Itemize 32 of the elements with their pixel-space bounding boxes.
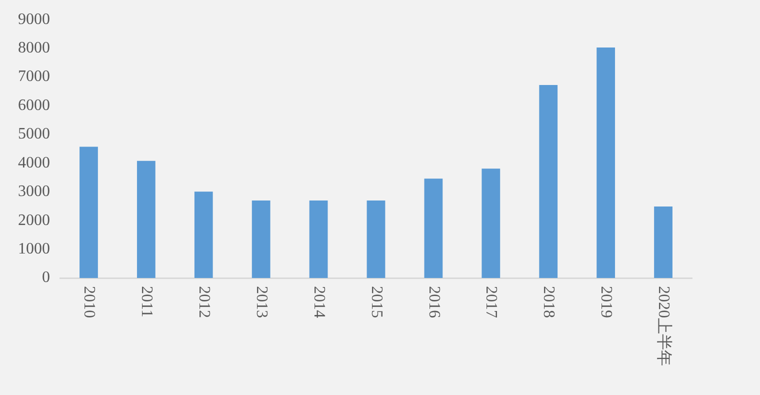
x-tick-label: 2013 bbox=[252, 286, 270, 318]
x-tick-label: 2020上半年 bbox=[655, 286, 674, 366]
x-tick-label: 2012 bbox=[195, 286, 212, 318]
x-tick-label: 2014 bbox=[310, 286, 328, 318]
x-tick-label: 2017 bbox=[482, 286, 500, 318]
bar bbox=[80, 146, 98, 278]
x-tick-label: 2015 bbox=[368, 286, 385, 318]
y-tick-label: 0 bbox=[42, 269, 50, 286]
y-tick-label: 6000 bbox=[18, 96, 50, 114]
y-tick-label: 9000 bbox=[18, 10, 50, 28]
bar bbox=[654, 206, 672, 278]
x-tick-label: 2011 bbox=[138, 286, 155, 318]
bar bbox=[136, 160, 156, 278]
bar bbox=[309, 200, 328, 278]
y-tick-label: 2000 bbox=[18, 212, 50, 229]
y-tick-label: 5000 bbox=[18, 126, 50, 143]
x-tick-label: 2019 bbox=[598, 286, 615, 318]
y-tick-label: 8000 bbox=[18, 40, 50, 57]
bar bbox=[194, 192, 213, 278]
bar bbox=[424, 178, 443, 278]
x-tick-label: 2018 bbox=[540, 286, 558, 318]
y-tick-label: 1000 bbox=[18, 240, 50, 258]
y-tick-label: 7000 bbox=[18, 68, 50, 86]
bar bbox=[482, 168, 500, 278]
bar bbox=[539, 85, 558, 278]
x-tick-label: 2016 bbox=[425, 286, 442, 318]
bar bbox=[596, 47, 616, 278]
bar bbox=[252, 200, 270, 278]
y-tick-label: 3000 bbox=[18, 183, 50, 200]
y-tick-label: 4000 bbox=[18, 154, 50, 172]
x-tick-label: 2010 bbox=[80, 286, 98, 318]
bar bbox=[366, 200, 386, 278]
